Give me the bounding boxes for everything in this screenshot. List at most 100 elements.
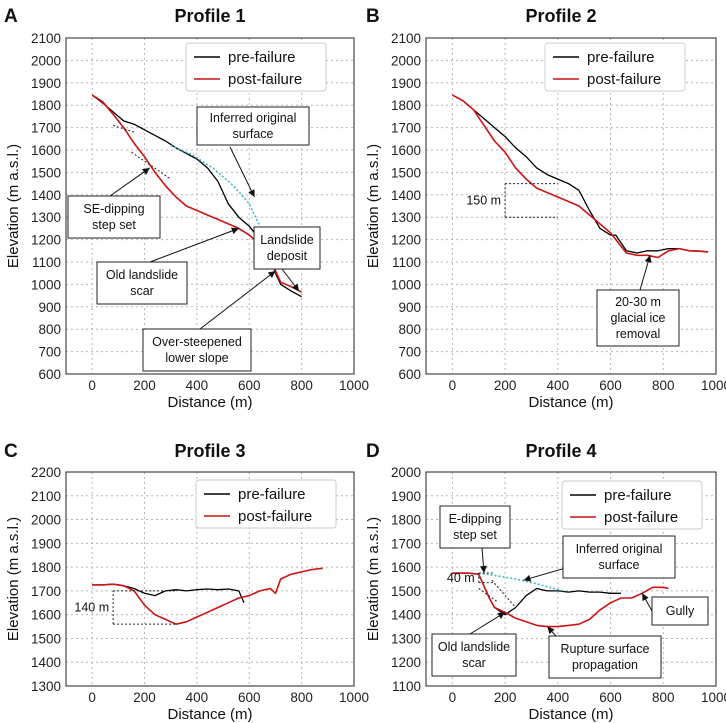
legend-label-pre: pre-failure: [228, 49, 296, 66]
y-tick-label: 1000: [31, 277, 61, 292]
annotation-text: surface: [599, 558, 640, 572]
y-tick-label: 1700: [391, 536, 421, 551]
x-tick-label: 600: [238, 378, 261, 393]
x-tick-label: 200: [494, 690, 517, 705]
y-tick-label: 2000: [31, 513, 61, 528]
legend: pre-failure post-failure: [185, 42, 327, 92]
y-tick-label: 700: [398, 345, 421, 360]
x-tick-label: 400: [547, 378, 570, 393]
y-tick-label: 2000: [391, 465, 421, 480]
panel-c: C Profile 3 1300 1400 1500 1600 1700 1800 1900 20…: [4, 441, 369, 723]
y-tick-label: 1500: [391, 165, 421, 180]
annotation-text: Old landslide: [438, 640, 510, 654]
panel-letter: C: [4, 441, 18, 462]
panel-letter: A: [4, 6, 18, 27]
y-tick-label: 1800: [391, 513, 421, 528]
y-tick-label: 1400: [391, 608, 421, 623]
annotation: Over-steepened lower slope: [142, 270, 276, 372]
y-tick-label: 1000: [391, 277, 421, 292]
series-line-pre-failure: [452, 94, 709, 254]
series-line-inferred: [478, 572, 564, 592]
annotation-box: [142, 328, 252, 372]
annotation-box: [96, 261, 188, 305]
y-tick-label: 1900: [31, 536, 61, 551]
bracket-label: 40 m: [447, 571, 475, 585]
legend-label-post: post-failure: [604, 509, 678, 526]
y-axis-label: Elevation (m a.s.l.): [365, 144, 382, 268]
y-axis-label: Elevation (m a.s.l.): [365, 517, 382, 641]
annotation-text: step set: [92, 218, 136, 232]
annotation: SE-dipping step set: [67, 167, 161, 239]
y-tick-label: 1900: [391, 76, 421, 91]
annotation-box: [253, 226, 321, 270]
legend-label-post: post-failure: [238, 508, 312, 525]
x-tick-label: 0: [88, 378, 96, 393]
y-tick-label: 1500: [31, 165, 61, 180]
annotation: Old landslide scar: [96, 227, 239, 305]
y-tick-label: 1700: [31, 121, 61, 136]
panel-letter: D: [366, 441, 380, 462]
arrow-head-icon: [231, 227, 239, 235]
legend-box: [185, 42, 327, 92]
y-tick-label: 1300: [31, 679, 61, 694]
annotation-box: [431, 633, 517, 677]
annotation-text: step set: [453, 528, 497, 542]
y-tick-label: 1700: [391, 121, 421, 136]
y-tick-label: 1400: [31, 188, 61, 203]
x-tick-label: 200: [133, 690, 156, 705]
arrow-head-icon: [142, 167, 150, 175]
y-tick-label: 2100: [391, 31, 421, 46]
annotation: E-dipping step set: [439, 505, 511, 574]
annotation-text: 20-30 m: [615, 295, 661, 309]
bracket-label: 140 m: [74, 601, 109, 615]
x-tick-label: 800: [290, 690, 313, 705]
x-tick-label: 800: [652, 378, 675, 393]
arrow-head-icon: [642, 593, 649, 602]
x-tick-label: 1000: [701, 378, 726, 393]
y-tick-label: 2100: [31, 489, 61, 504]
legend-label-post: post-failure: [587, 71, 661, 88]
series-line-pre-failure: [92, 583, 245, 604]
plot-frame: [425, 37, 717, 375]
annotation-text: removal: [616, 327, 660, 341]
y-tick-label: 1800: [31, 560, 61, 575]
legend-box: [544, 42, 686, 92]
y-tick-label: 1800: [31, 98, 61, 113]
annotation-arrow: [109, 167, 151, 197]
x-axis-label: Distance (m): [528, 394, 613, 411]
y-tick-label: 1400: [391, 188, 421, 203]
annotation-arrow: [199, 270, 276, 330]
x-tick-label: 1000: [339, 378, 369, 393]
annotation-box: [439, 505, 511, 549]
x-tick-label: 0: [88, 690, 96, 705]
panel-letter: B: [366, 6, 380, 27]
annotation: Inferred original surface: [523, 535, 676, 582]
y-tick-label: 1200: [31, 233, 61, 248]
chart-title: Profile 2: [525, 6, 596, 26]
legend: pre-failure post-failure: [561, 480, 703, 530]
y-tick-label: 1600: [391, 560, 421, 575]
y-tick-label: 1600: [31, 608, 61, 623]
y-tick-label: 1100: [392, 679, 421, 694]
chart-title: Profile 1: [174, 6, 245, 26]
annotation-text: deposit: [267, 249, 308, 263]
x-tick-label: 200: [494, 378, 517, 393]
x-tick-label: 600: [599, 378, 622, 393]
annotation-box: [196, 106, 310, 146]
series-line-pre-failure: [452, 572, 622, 616]
annotation: Rupture surface propagation: [546, 626, 662, 679]
x-tick-label: 1000: [701, 690, 726, 705]
y-tick-label: 1100: [32, 255, 61, 270]
annotation: Landslide deposit: [253, 226, 321, 292]
x-axis-label: Distance (m): [167, 394, 252, 411]
annotation-arrow: [149, 227, 239, 263]
series-line-inferred: [170, 144, 266, 251]
y-tick-label: 1300: [391, 210, 421, 225]
annotation-box: [562, 535, 676, 579]
legend: pre-failure post-failure: [544, 42, 686, 92]
annotation-text: Inferred original: [576, 542, 663, 556]
y-tick-label: 1600: [391, 143, 421, 158]
y-tick-label: 600: [398, 367, 421, 382]
legend-box: [195, 479, 337, 529]
y-tick-label: 1900: [391, 489, 421, 504]
